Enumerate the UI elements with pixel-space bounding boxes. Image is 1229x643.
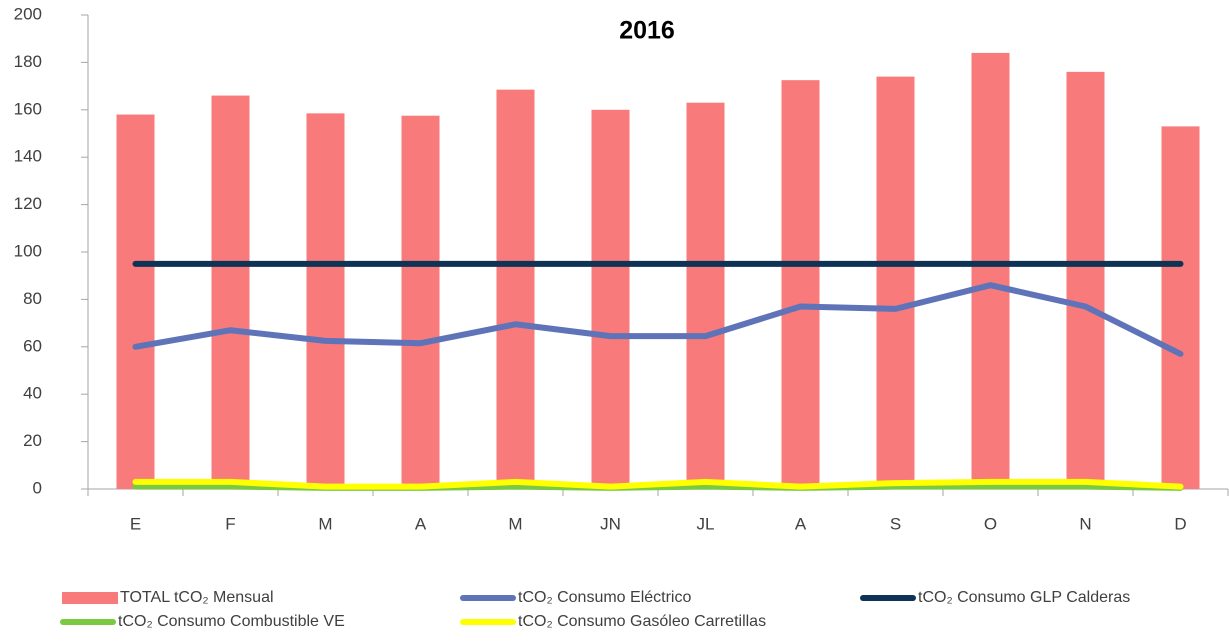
bar: [211, 95, 250, 489]
legend-label: tCO₂ Consumo Combustible VE: [118, 613, 345, 630]
legend-label: TOTAL tCO₂ Mensual: [120, 589, 274, 606]
chart-title: 2016: [619, 17, 675, 45]
x-tick-label: S: [890, 514, 901, 533]
x-tick-label: JL: [697, 514, 715, 533]
bar: [116, 114, 155, 489]
bar: [496, 89, 535, 489]
bar: [306, 113, 345, 489]
legend-label: tCO₂ Consumo Eléctrico: [518, 589, 691, 606]
y-tick-label: 80: [23, 289, 42, 308]
y-tick-label: 100: [14, 241, 42, 260]
legend-swatch: [62, 592, 118, 604]
legend-label: tCO₂ Consumo GLP Calderas: [918, 589, 1130, 606]
bar: [971, 52, 1010, 490]
x-tick-label: F: [225, 514, 235, 533]
x-tick-label: O: [984, 514, 997, 533]
x-tick-label: M: [318, 514, 332, 533]
x-tick-label: N: [1079, 514, 1091, 533]
line: [132, 478, 1184, 490]
y-tick-label: 0: [33, 478, 42, 497]
bar: [686, 102, 725, 489]
bar: [1066, 71, 1105, 489]
bar: [781, 80, 820, 490]
bar: [401, 115, 440, 489]
y-tick-label: 180: [14, 52, 42, 71]
x-tick-label: D: [1174, 514, 1186, 533]
x-tick-label: A: [795, 514, 807, 533]
y-tick-label: 20: [23, 431, 42, 450]
x-tick-label: E: [130, 514, 141, 533]
y-tick-label: 120: [14, 194, 42, 213]
line: [132, 282, 1184, 357]
y-tick-label: 60: [23, 336, 42, 355]
bar: [876, 76, 915, 490]
y-tick-label: 40: [23, 384, 42, 403]
y-tick-label: 160: [14, 99, 42, 118]
y-tick-label: 200: [14, 4, 42, 23]
bar: [1161, 126, 1200, 489]
x-tick-label: JN: [600, 514, 621, 533]
x-tick-label: M: [508, 514, 522, 533]
x-tick-label: A: [415, 514, 427, 533]
legend-label: tCO₂ Consumo Gasóleo Carretillas: [518, 613, 766, 630]
bar: [591, 109, 630, 490]
y-tick-label: 140: [14, 147, 42, 166]
